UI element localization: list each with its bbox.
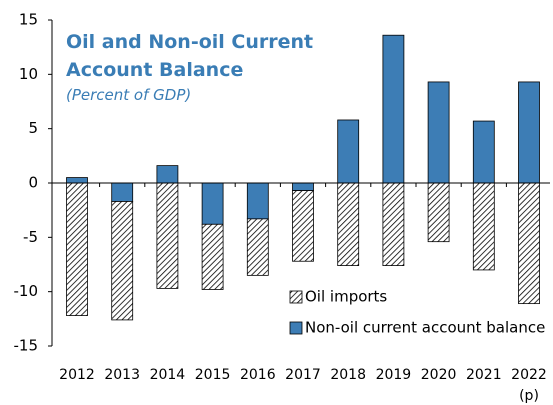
y-tick-label: -15 <box>14 337 39 355</box>
y-tick-label: -10 <box>14 282 39 300</box>
bar-segment <box>156 182 179 289</box>
x-tick-label: 2022 (p) <box>511 367 547 404</box>
y-tick-label: 15 <box>19 11 38 29</box>
x-tick-label: 2015 <box>194 367 231 383</box>
y-tick-label: 0 <box>28 174 38 192</box>
x-tick-label: 2017 <box>285 367 321 383</box>
bar-segment <box>427 182 450 243</box>
bar-segment <box>518 182 540 305</box>
x-tick-label: 2013 <box>104 367 140 383</box>
bar-segment <box>201 223 224 290</box>
x-tick-label: 2019 <box>375 367 412 383</box>
bar-segment <box>382 182 405 266</box>
x-tick-label: 2016 <box>239 367 276 383</box>
x-tick-label: 2012 <box>59 367 95 383</box>
bar-segment <box>518 81 540 184</box>
bar-segment <box>201 182 224 225</box>
x-tick-label: 2014 <box>149 367 186 383</box>
bar-segment <box>111 201 134 321</box>
bar-segment <box>246 218 269 276</box>
bar-segment <box>382 34 405 184</box>
bar-segment <box>337 182 360 266</box>
bar-segment <box>292 182 314 192</box>
x-tick-label: 2020 <box>420 367 457 383</box>
y-tick-label: 5 <box>28 119 38 137</box>
legend-label: Non-oil current account balance <box>305 319 545 337</box>
chart-title: Oil and Non-oil Current Account Balance <box>66 31 314 81</box>
bar-segment <box>66 177 88 184</box>
bar-segment <box>472 120 495 184</box>
bar-segment <box>246 182 269 220</box>
bar-segment <box>66 182 88 316</box>
legend-label: Oil imports <box>305 288 387 306</box>
bar-segment <box>427 81 450 184</box>
x-tick-label: 2021 <box>465 367 502 383</box>
legend-swatch <box>289 290 303 304</box>
bar-segment <box>111 182 134 202</box>
legend-swatch <box>289 321 303 335</box>
y-tick-label: 10 <box>19 65 38 83</box>
bar-segment <box>292 190 314 262</box>
chart-subtitle: (Percent of GDP) <box>66 86 192 104</box>
y-tick-label: -5 <box>23 228 38 246</box>
bar-segment <box>337 119 360 184</box>
bar-segment <box>472 182 495 271</box>
bar-segment <box>156 165 179 184</box>
x-tick-label: 2018 <box>330 367 366 383</box>
